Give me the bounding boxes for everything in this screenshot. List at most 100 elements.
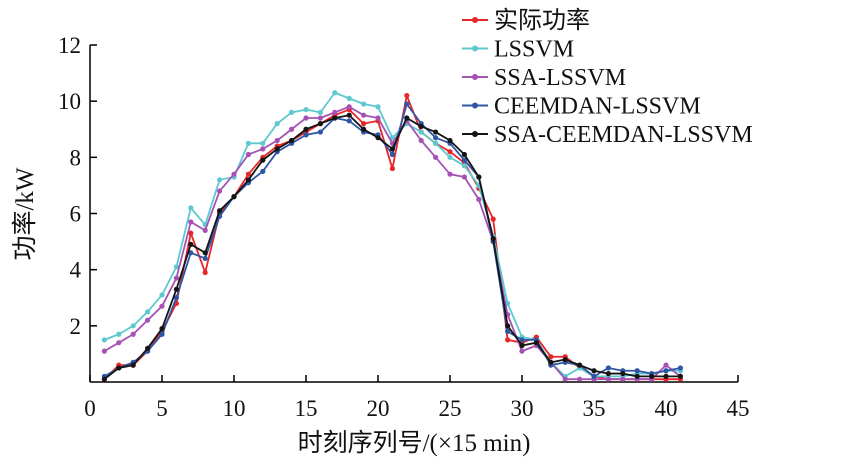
data-point <box>519 348 525 354</box>
data-point <box>303 132 309 138</box>
legend-swatch-marker <box>472 17 478 23</box>
data-point <box>389 165 395 172</box>
data-point <box>260 157 266 163</box>
y-tick-label: 4 <box>70 258 82 283</box>
legend-item: 实际功率 <box>462 7 590 34</box>
data-point <box>490 236 496 242</box>
data-point <box>317 115 323 121</box>
data-point <box>591 368 597 374</box>
y-ticks: 2 4 6 8 10 12 <box>58 33 97 339</box>
data-point <box>173 295 179 301</box>
data-point <box>548 354 554 360</box>
data-point <box>447 137 453 144</box>
legend-label: CEEMDAN-LSSVM <box>494 94 701 120</box>
x-tick-label: 40 <box>655 396 678 421</box>
data-point <box>389 151 395 158</box>
data-point <box>447 154 453 160</box>
x-tick-label: 35 <box>583 396 606 421</box>
x-tick-label: 10 <box>223 396 246 421</box>
data-point <box>188 230 194 236</box>
data-point <box>663 368 669 374</box>
data-point <box>159 326 165 332</box>
data-point <box>361 101 367 107</box>
data-point <box>490 216 496 222</box>
data-point <box>577 376 583 382</box>
data-point <box>418 123 424 130</box>
y-axis-title: 功率/kW <box>11 167 39 260</box>
data-point <box>303 106 309 113</box>
data-point <box>159 303 165 309</box>
data-point <box>116 340 122 346</box>
data-point <box>677 365 684 371</box>
data-point <box>289 126 295 132</box>
data-point <box>332 90 338 96</box>
data-point <box>634 373 640 379</box>
data-point <box>677 373 684 379</box>
x-tick-label: 20 <box>367 396 390 421</box>
data-point <box>188 241 194 247</box>
data-point <box>130 323 136 329</box>
data-point <box>101 348 107 354</box>
data-point <box>346 112 352 118</box>
data-point <box>173 264 179 270</box>
data-point <box>346 118 352 124</box>
data-point <box>649 373 655 379</box>
data-point <box>130 362 136 368</box>
data-point <box>663 373 669 379</box>
data-point <box>605 376 612 382</box>
data-point <box>461 174 467 180</box>
data-point <box>274 121 280 127</box>
legend-swatch-marker <box>472 74 478 80</box>
data-point <box>519 337 525 343</box>
data-point <box>433 129 439 135</box>
data-point <box>159 331 165 337</box>
data-point <box>303 126 309 132</box>
data-point <box>317 121 323 127</box>
data-point <box>202 250 208 256</box>
data-point <box>145 345 151 351</box>
legend-label: 实际功率 <box>494 7 590 34</box>
data-point <box>332 115 338 121</box>
y-tick-label: 12 <box>58 33 81 58</box>
data-point <box>245 151 251 158</box>
data-point <box>245 177 251 183</box>
legend-swatch-marker <box>472 131 478 137</box>
data-point <box>346 104 352 110</box>
legend-label: SSA-LSSVM <box>494 65 626 91</box>
data-point <box>188 219 194 225</box>
data-point <box>231 171 237 177</box>
data-point <box>361 121 367 127</box>
data-point <box>663 362 669 368</box>
data-point <box>217 188 223 194</box>
data-point <box>461 163 467 169</box>
data-point <box>620 370 626 377</box>
data-point <box>159 292 165 298</box>
legend-item: SSA-CEEMDAN-LSSVM <box>462 122 753 148</box>
data-point <box>202 227 208 233</box>
data-point <box>289 109 295 115</box>
data-point <box>605 365 612 371</box>
data-point <box>634 368 640 374</box>
data-point <box>433 135 439 141</box>
legend-label: LSSVM <box>494 37 574 63</box>
data-point <box>303 115 309 121</box>
x-axis-title: 时刻序列号/(×15 min) <box>298 429 531 457</box>
x-tick-label: 0 <box>84 396 96 421</box>
data-point <box>418 137 424 144</box>
data-point <box>447 171 453 177</box>
data-point <box>562 376 568 382</box>
x-tick-label: 15 <box>295 396 318 421</box>
x-tick-label: 25 <box>439 396 462 421</box>
data-point <box>145 309 151 315</box>
data-point <box>505 323 511 329</box>
data-point <box>361 112 367 118</box>
data-point <box>260 168 266 174</box>
data-point <box>476 196 482 203</box>
data-point <box>404 92 410 99</box>
x-tick-label: 45 <box>727 396 750 421</box>
series-layer <box>101 90 684 382</box>
data-point <box>577 362 583 368</box>
legend-label: SSA-CEEMDAN-LSSVM <box>494 122 753 148</box>
